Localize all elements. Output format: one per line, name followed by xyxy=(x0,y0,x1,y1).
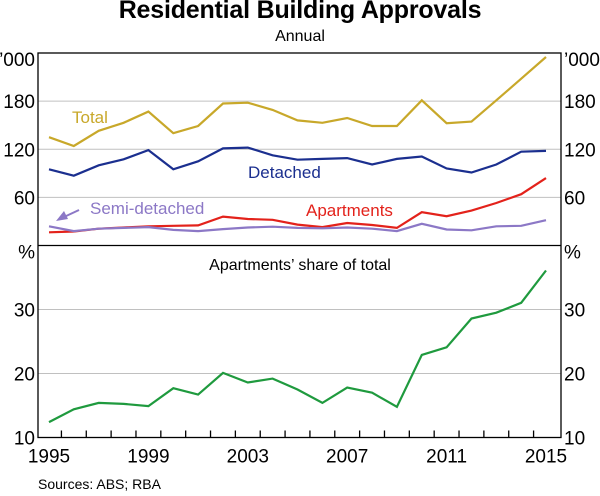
x-tick-label-2015: 2015 xyxy=(525,447,567,468)
chart-title: Residential Building Approvals xyxy=(118,0,482,24)
frame-layer xyxy=(37,52,562,439)
annotation-apartments: Apartments xyxy=(306,201,393,220)
series-layer xyxy=(48,56,547,424)
x-tick-label-1995: 1995 xyxy=(28,447,70,468)
y-tick-right-bottom-30: 30 xyxy=(564,301,585,322)
x-tick-label-2003: 2003 xyxy=(227,447,269,468)
series-line-detached xyxy=(48,146,547,177)
y-tick-left-top-180: 180 xyxy=(3,92,35,113)
y-tick-right-bottom-10: 10 xyxy=(564,429,585,450)
y-tick-left-top-120: 120 xyxy=(3,140,35,161)
x-tick-label-2011: 2011 xyxy=(426,447,467,468)
annotation-total: Total xyxy=(72,108,108,127)
x-tick-label-1999: 1999 xyxy=(127,447,169,468)
panel-title-share: Apartments’ share of total xyxy=(209,257,391,274)
grid-layer xyxy=(38,100,561,374)
sources-note: Sources: ABS; RBA xyxy=(38,476,161,492)
y-tick-left-bottom-10: 10 xyxy=(14,429,35,450)
arrow-head-icon xyxy=(56,211,68,221)
arrow-shaft xyxy=(63,209,80,218)
y-unit-left-top: ’000 xyxy=(0,50,35,71)
series-line-semi-detached xyxy=(48,219,547,233)
y-tick-right-top-60: 60 xyxy=(564,188,585,209)
y-unit-right-top: ’000 xyxy=(564,50,600,71)
annotation-detached: Detached xyxy=(248,163,321,182)
x-tick-label-2007: 2007 xyxy=(326,447,368,468)
y-tick-left-bottom-30: 30 xyxy=(14,301,35,322)
series-line-apartments-share-of-total xyxy=(48,269,547,424)
series-line-total xyxy=(48,56,547,148)
label-layer: 60 60 120 120 180 180 ’000 ’000 10 10 20 20 30 30% % 19… xyxy=(0,50,600,468)
y-tick-right-bottom-20: 20 xyxy=(564,365,585,386)
y-tick-right-top-180: 180 xyxy=(564,92,596,113)
annotation-semi-detached: Semi-detached xyxy=(90,199,204,218)
y-unit-left-bottom: % xyxy=(18,243,35,264)
y-unit-right-bottom: % xyxy=(564,243,581,264)
y-tick-left-top-60: 60 xyxy=(14,188,35,209)
chart-subtitle: Annual xyxy=(275,28,325,45)
y-tick-left-bottom-20: 20 xyxy=(14,365,35,386)
y-tick-right-top-120: 120 xyxy=(564,140,596,161)
